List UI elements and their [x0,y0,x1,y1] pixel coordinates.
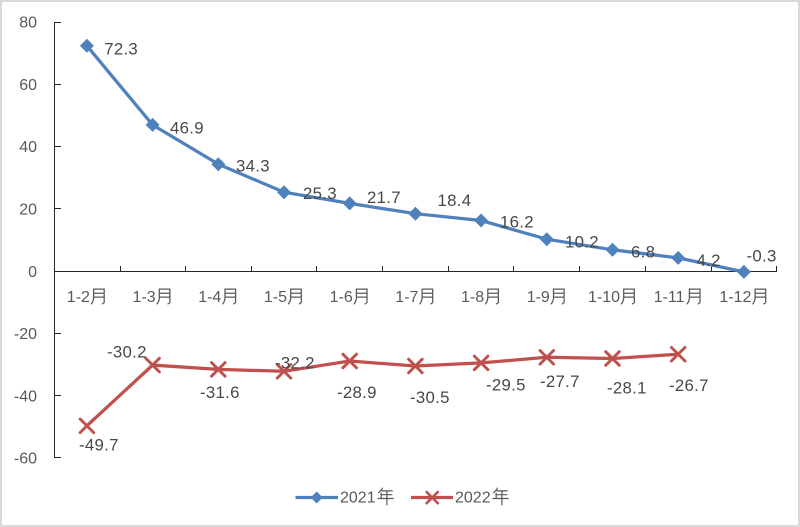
svg-text:-32.2: -32.2 [275,353,315,372]
svg-text:-31.6: -31.6 [200,383,240,402]
svg-text:25.3: 25.3 [303,184,337,203]
svg-text:60: 60 [19,77,37,94]
svg-text:-28.1: -28.1 [607,379,647,398]
svg-text:16.2: 16.2 [500,212,534,231]
svg-text:18.4: 18.4 [438,191,472,210]
svg-text:1-9: 1-9 [527,289,550,306]
svg-text:6.8: 6.8 [631,242,655,261]
svg-text:-27.7: -27.7 [540,372,580,391]
svg-text:1-6: 1-6 [330,289,353,306]
svg-text:-40: -40 [14,388,37,405]
svg-text:-60: -60 [14,451,37,468]
svg-text:-29.5: -29.5 [486,376,526,395]
svg-text:1-10: 1-10 [588,289,620,306]
svg-text:-30.2: -30.2 [107,342,147,361]
svg-text:72.3: 72.3 [104,39,138,58]
svg-text:1-4: 1-4 [198,289,221,306]
svg-text:-30.5: -30.5 [410,388,450,407]
svg-text:20: 20 [19,202,37,219]
svg-text:80: 80 [19,15,37,32]
svg-text:1-2: 1-2 [67,289,90,306]
svg-text:40: 40 [19,139,37,156]
svg-text:2021: 2021 [340,490,376,507]
svg-text:21.7: 21.7 [367,188,401,207]
svg-text:10.2: 10.2 [565,232,599,251]
svg-text:-0.3: -0.3 [747,246,777,265]
svg-text:1-12: 1-12 [719,289,751,306]
svg-text:34.3: 34.3 [236,157,270,176]
svg-text:1-3: 1-3 [133,289,156,306]
svg-text:1-11: 1-11 [654,289,685,306]
svg-text:1-5: 1-5 [264,289,287,306]
svg-text:-49.7: -49.7 [79,436,119,455]
svg-text:-28.9: -28.9 [337,383,377,402]
svg-text:46.9: 46.9 [170,118,204,137]
svg-text:0: 0 [28,264,37,281]
svg-text:-26.7: -26.7 [669,376,709,395]
svg-text:2022: 2022 [455,490,491,507]
svg-text:1-7: 1-7 [395,289,418,306]
svg-text:1-8: 1-8 [461,289,484,306]
svg-text:4.2: 4.2 [697,251,721,270]
svg-text:-20: -20 [14,326,37,343]
